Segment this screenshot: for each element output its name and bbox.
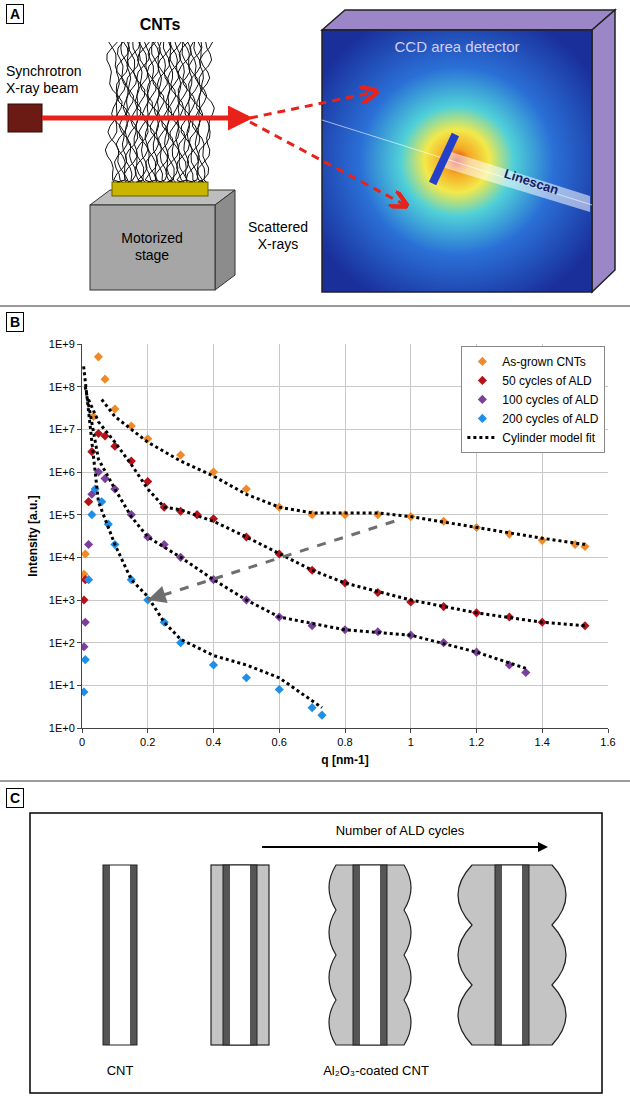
svg-text:CCD area detector: CCD area detector <box>394 38 519 55</box>
svg-text:Motorizedstage: Motorizedstage <box>121 230 182 263</box>
svg-text:50 cycles of ALD: 50 cycles of ALD <box>502 374 592 388</box>
html-text:C: C <box>9 790 21 806</box>
svg-text:1E+3: 1E+3 <box>49 594 75 606</box>
svg-text:Intensity [a.u.]: Intensity [a.u.] <box>26 495 40 576</box>
html-text:A: A <box>9 6 21 22</box>
svg-text:SynchrotronX-ray beam: SynchrotronX-ray beam <box>6 63 81 96</box>
svg-text:0.4: 0.4 <box>206 736 221 748</box>
svg-text:CNTs: CNTs <box>140 16 181 33</box>
svg-text:1E+9: 1E+9 <box>49 338 75 350</box>
html-text:B: B <box>9 314 21 330</box>
svg-text:1.4: 1.4 <box>535 736 550 748</box>
svg-text:0.6: 0.6 <box>272 736 287 748</box>
svg-text:1.6: 1.6 <box>600 736 615 748</box>
svg-text:1E+1: 1E+1 <box>49 679 75 691</box>
svg-text:Linescan: Linescan <box>502 166 560 198</box>
svg-text:200 cycles of ALD: 200 cycles of ALD <box>502 412 598 426</box>
svg-text:0: 0 <box>79 736 85 748</box>
svg-text:1E+6: 1E+6 <box>49 466 75 478</box>
svg-text:1E+8: 1E+8 <box>49 381 75 393</box>
svg-text:1E+5: 1E+5 <box>49 509 75 521</box>
svg-text:1E+4: 1E+4 <box>49 551 75 563</box>
svg-text:1.2: 1.2 <box>469 736 484 748</box>
svg-text:1: 1 <box>408 736 414 748</box>
svg-text:Number of ALD cycles: Number of ALD cycles <box>336 823 465 838</box>
svg-text:As-grown CNTs: As-grown CNTs <box>502 355 585 369</box>
svg-text:1E+7: 1E+7 <box>49 423 75 435</box>
svg-text:1E+0: 1E+0 <box>49 722 75 734</box>
svg-text:1E+2: 1E+2 <box>49 637 75 649</box>
svg-text:CNT: CNT <box>107 1063 134 1078</box>
svg-text:Cylinder model fit: Cylinder model fit <box>502 431 595 445</box>
svg-text:Al₂O₃-coated CNT: Al₂O₃-coated CNT <box>323 1063 429 1078</box>
svg-text:ScatteredX-rays: ScatteredX-rays <box>248 219 308 252</box>
svg-text:0.8: 0.8 <box>337 736 352 748</box>
svg-text:0.2: 0.2 <box>140 736 155 748</box>
svg-text:q [nm-1]: q [nm-1] <box>321 753 368 767</box>
svg-text:100 cycles of ALD: 100 cycles of ALD <box>502 393 598 407</box>
